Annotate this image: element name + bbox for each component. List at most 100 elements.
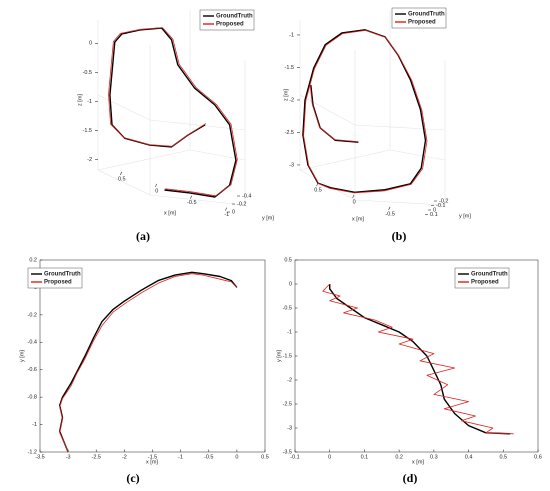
x-tick-label: 0.5	[118, 176, 126, 182]
box-3d	[97, 10, 446, 206]
legend-label: Proposed	[44, 280, 72, 286]
legend-label: Proposed	[408, 20, 436, 26]
axes-frame	[294, 259, 539, 453]
y-tick-label: -0.8	[28, 395, 37, 401]
y-tick-label: -0.2	[237, 201, 246, 207]
y-axis-label: y [m]	[276, 350, 282, 362]
legend-label: GroundTruth	[44, 272, 81, 278]
trajectory-line	[59, 271, 238, 453]
x-tick-label: -2.5	[92, 454, 101, 460]
z-tick-label: -0.5	[83, 70, 92, 76]
y-tick-label: -0.2	[28, 312, 37, 318]
y-tick-label: -1.2	[28, 449, 37, 455]
x-tick	[120, 171, 123, 176]
x-tick-label: 0	[155, 188, 158, 194]
x-tick-label: 0.3	[430, 454, 438, 460]
y-axis-label: y [m]	[459, 213, 471, 219]
x-tick-label: 0.5	[261, 454, 269, 460]
legend-label: Proposed	[471, 280, 499, 286]
caption: (c)	[126, 471, 139, 485]
x-tick-label: -1.5	[148, 454, 157, 460]
caption: (b)	[392, 229, 407, 243]
z-tick-label: -1.5	[83, 128, 92, 134]
z-tick-label: -1	[87, 99, 92, 105]
y-tick-label: -0.5	[283, 305, 292, 311]
x-tick-label: 0.6	[534, 454, 542, 460]
x-axis-label: x [m]	[352, 216, 364, 222]
y-tick-label: -1	[32, 422, 37, 428]
y-tick-label: 0	[232, 209, 235, 215]
z-tick-label: -1.5	[285, 65, 294, 71]
legend-label: GroundTruth	[216, 14, 253, 20]
x-tick-label: 0	[353, 199, 356, 205]
y-tick-label: 0	[289, 281, 292, 287]
y-tick-label: -1.5	[283, 353, 292, 359]
x-tick-label: 0.2	[395, 454, 403, 460]
z-tick-label: 0	[89, 41, 92, 47]
y-tick-label: -3	[287, 425, 292, 431]
z-tick-label: -3	[289, 162, 294, 168]
y-axis-label: y [m]	[262, 215, 274, 221]
legend-label: GroundTruth	[471, 272, 508, 278]
y-tick-label: -0.2	[439, 198, 448, 204]
y-tick-label: 0.1	[430, 212, 438, 218]
trajectory-line	[109, 27, 237, 198]
x-tick-label: -0.5	[187, 200, 196, 206]
legend-box	[27, 267, 83, 289]
y-tick-label: -0.6	[28, 367, 37, 373]
x-tick	[388, 206, 391, 210]
y-tick-label: 0	[433, 207, 436, 213]
x-tick-label: -3.5	[35, 454, 44, 460]
x-tick-label: -1	[224, 212, 229, 218]
legend-box	[199, 9, 255, 31]
y-tick-label: -3.5	[283, 449, 292, 455]
x-tick-label: 0	[328, 454, 331, 460]
legend-box	[454, 267, 510, 289]
x-tick-label: -0.5	[385, 211, 394, 217]
trajectory-line	[303, 30, 428, 194]
z-axis-label: z [m]	[77, 94, 83, 106]
x-tick-label: -0.5	[204, 454, 213, 460]
y-tick-label: -0.1	[436, 203, 445, 209]
x-axis-label: x [m]	[146, 459, 158, 465]
trajectory-line	[322, 283, 514, 435]
y-tick-label: -0.4	[242, 193, 251, 199]
legend-label: GroundTruth	[408, 12, 445, 18]
trajectory-line	[59, 273, 238, 453]
z-tick-label: -2.5	[285, 130, 294, 136]
y-tick-label: -2.5	[283, 401, 292, 407]
y-tick-label: 0.2	[29, 257, 37, 263]
z-tick-label: -2	[289, 97, 294, 103]
x-tick	[155, 183, 158, 187]
x-tick-label: 0.4	[465, 454, 473, 460]
legend-box	[391, 7, 447, 29]
y-tick-label: -0.4	[28, 340, 37, 346]
trajectory-line	[108, 27, 238, 197]
x-tick	[225, 207, 228, 211]
z-axis-label: z [m]	[283, 89, 289, 101]
x-tick-label: 0.5	[499, 454, 507, 460]
y-axis-label: y [m]	[19, 350, 25, 362]
x-tick-label: -3	[66, 454, 71, 460]
x-axis-label: x [m]	[412, 459, 424, 465]
y-tick-label: -2	[287, 377, 292, 383]
trajectory-line	[329, 284, 511, 435]
caption: (a)	[136, 229, 150, 243]
x-tick	[352, 194, 355, 199]
z-tick-label: -1	[289, 32, 294, 38]
x-tick-label: 0.1	[361, 454, 369, 460]
x-tick-label: 0.5	[314, 187, 322, 193]
x-tick-label: 0	[235, 454, 238, 460]
x-tick-label: -1	[178, 454, 183, 460]
x-axis-label: x [m]	[164, 210, 176, 216]
x-tick-label: -0.1	[290, 454, 299, 460]
axes-frame	[39, 259, 266, 453]
x-tick-label: -2	[122, 454, 127, 460]
y-tick-label: -1	[287, 329, 292, 335]
caption: (d)	[403, 471, 418, 485]
legend-label: Proposed	[216, 22, 244, 28]
z-tick-label: -2	[87, 157, 92, 163]
y-tick-label: 0.5	[284, 257, 292, 263]
x-tick	[190, 195, 193, 199]
